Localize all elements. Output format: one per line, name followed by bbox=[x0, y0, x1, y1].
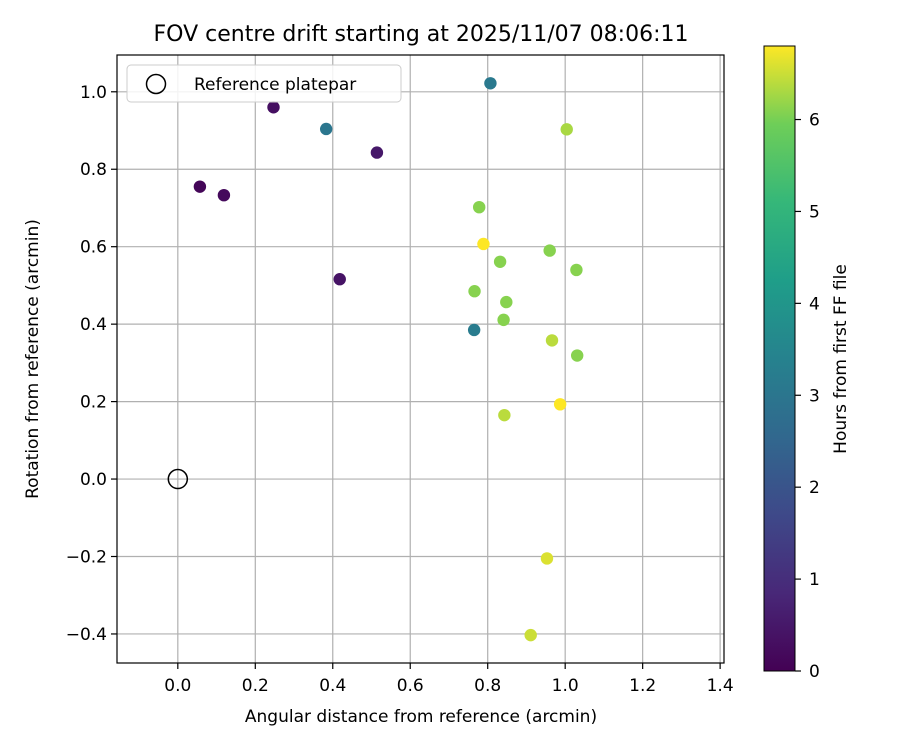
colorbar-label: Hours from first FF file bbox=[831, 264, 851, 454]
colorbar-tick-label: 4 bbox=[809, 294, 820, 314]
data-point bbox=[545, 334, 559, 347]
colorbar-tick-label: 6 bbox=[809, 111, 820, 131]
x-tick-label: 1.2 bbox=[629, 676, 656, 696]
data-point bbox=[497, 313, 510, 327]
colorbar bbox=[763, 45, 796, 672]
data-point bbox=[500, 295, 513, 309]
data-point bbox=[540, 552, 554, 565]
legend: Reference platepar bbox=[126, 64, 402, 103]
data-point bbox=[333, 273, 346, 286]
colorbar-tick-label: 2 bbox=[809, 478, 820, 498]
data-point bbox=[493, 255, 507, 268]
data-point bbox=[570, 263, 583, 277]
data-point bbox=[570, 349, 584, 362]
legend-box bbox=[126, 64, 402, 103]
data-point bbox=[553, 398, 567, 411]
colorbar-tick-label: 3 bbox=[809, 386, 820, 406]
data-point bbox=[467, 323, 481, 337]
x-tick-label: 1.0 bbox=[552, 676, 579, 696]
legend-marker-reference bbox=[145, 73, 167, 95]
y-tick-label: 0.4 bbox=[80, 315, 107, 335]
y-tick-label: 0.6 bbox=[80, 238, 107, 258]
x-tick-label: 0.6 bbox=[397, 676, 424, 696]
y-tick-label: 0.8 bbox=[80, 160, 107, 180]
colorbar-tick-label: 5 bbox=[809, 202, 820, 222]
y-tick-label: 0.0 bbox=[80, 470, 107, 490]
y-axis-ticks: −0.4 −0.2 0.0 0.2 0.4 0.6 0.8 1.0 bbox=[66, 83, 117, 645]
x-tick-label: 0.4 bbox=[319, 676, 346, 696]
data-point bbox=[267, 101, 280, 114]
x-tick-label: 0.8 bbox=[474, 676, 501, 696]
x-axis-ticks: 0.0 0.2 0.4 0.6 0.8 1.0 1.2 1.4 bbox=[164, 663, 734, 696]
x-tick-label: 0.2 bbox=[242, 676, 269, 696]
grid bbox=[117, 55, 724, 663]
legend-entry-reference-platepar: Reference platepar bbox=[194, 75, 356, 95]
data-point bbox=[498, 408, 511, 422]
x-tick-label: 1.4 bbox=[707, 676, 734, 696]
data-point bbox=[477, 237, 490, 251]
y-axis-label: Rotation from reference (arcmin) bbox=[23, 219, 43, 499]
axes-frame bbox=[116, 54, 725, 664]
reference-platepar-marker bbox=[167, 468, 189, 490]
y-tick-label: 1.0 bbox=[80, 83, 107, 103]
data-point bbox=[524, 628, 537, 642]
y-tick-label: −0.2 bbox=[66, 548, 107, 568]
colorbar-ticks: 0 1 2 3 4 5 6 bbox=[795, 111, 820, 682]
x-tick-label: 0.0 bbox=[164, 676, 191, 696]
data-point bbox=[484, 77, 497, 90]
y-tick-label: 0.2 bbox=[80, 393, 107, 413]
data-point bbox=[193, 180, 207, 193]
data-point bbox=[217, 188, 231, 202]
colorbar-tick-label: 1 bbox=[809, 570, 820, 590]
data-point bbox=[370, 146, 384, 159]
colorbar-tick-label: 0 bbox=[809, 662, 820, 682]
chart-title: FOV centre drift starting at 2025/11/07 … bbox=[154, 22, 689, 47]
data-point bbox=[468, 285, 481, 298]
y-tick-label: −0.4 bbox=[66, 625, 107, 645]
data-point bbox=[472, 200, 486, 214]
data-point bbox=[319, 122, 333, 136]
data-point bbox=[560, 123, 573, 136]
x-axis-label: Angular distance from reference (arcmin) bbox=[245, 707, 597, 727]
data-point bbox=[543, 244, 556, 257]
data-points bbox=[193, 77, 584, 642]
